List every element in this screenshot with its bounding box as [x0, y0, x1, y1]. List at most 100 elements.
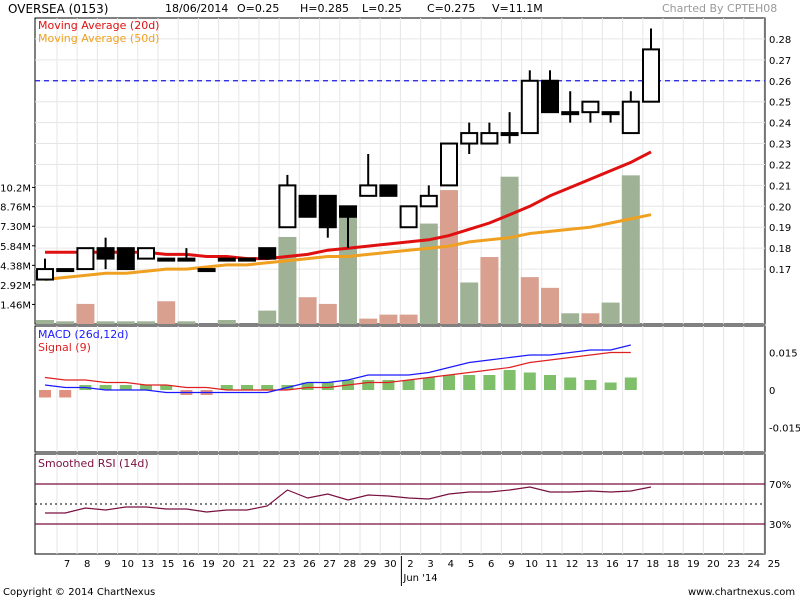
volume-bar [480, 257, 499, 324]
macd-histogram-bar [301, 382, 314, 390]
volume-bar [339, 216, 357, 324]
candle-body [157, 257, 176, 262]
volume-bar [177, 321, 196, 324]
candle-body [379, 184, 398, 197]
candle-body [500, 132, 519, 137]
candle-body [76, 247, 95, 271]
candle-body [419, 194, 438, 208]
volume-bar [157, 301, 176, 324]
open-value: O=0.25 [237, 2, 280, 15]
website-label: www.chartnexus.com [688, 587, 796, 598]
candle-body [480, 132, 499, 145]
x-tick-label: 12 [566, 559, 579, 570]
volume-tick-label: 4.38M [0, 261, 31, 272]
volume-bar [561, 313, 580, 324]
close-value: C=0.275 [427, 2, 476, 15]
candle-body [581, 100, 600, 114]
macd-histogram-bar [443, 375, 455, 390]
signal-line [44, 351, 631, 391]
price-tick-label: 0.26 [769, 77, 791, 88]
macd-histogram-bar [321, 382, 334, 390]
macd-histogram-bar [544, 375, 556, 390]
macd-histogram-bar [463, 375, 476, 390]
candle-body [460, 132, 479, 145]
x-tick-label: 19 [687, 559, 700, 570]
x-tick-label: 4 [448, 559, 454, 570]
candle-body [399, 205, 418, 229]
macd-histogram-bar [220, 385, 233, 390]
volume-bar [581, 313, 600, 324]
rsi-line [45, 486, 652, 514]
price-tick-label: 0.25 [769, 98, 791, 109]
price-tick-label: 0.17 [769, 265, 791, 276]
x-tick-label: 7 [64, 559, 70, 570]
macd-histogram-bar [261, 385, 274, 390]
rsi-legend: Smoothed RSI (14d) [38, 457, 149, 470]
price-tick-label: 0.27 [769, 56, 791, 67]
candle-body [36, 268, 54, 281]
x-tick-label: 24 [747, 559, 760, 570]
x-tick-label: 16 [606, 559, 619, 570]
macd-histogram-bar [140, 385, 152, 390]
x-tick-label: 22 [263, 559, 276, 570]
rsi-level-label: 70% [769, 480, 791, 491]
month-label: Jun '14 [402, 573, 437, 584]
x-tick-label: 5 [468, 559, 474, 570]
x-tick-label: 28 [343, 559, 356, 570]
volume-tick-label: 5.84M [0, 242, 31, 253]
macd-histogram-bar [39, 390, 51, 398]
x-tick-label: 21 [242, 559, 255, 570]
candle-body [561, 111, 580, 116]
volume-bar [278, 236, 297, 324]
x-tick-label: 29 [364, 559, 377, 570]
candle-body [56, 268, 75, 273]
volume-bar [76, 303, 95, 324]
candle-body [197, 268, 216, 273]
price-tick-label: 0.21 [769, 181, 791, 192]
candle-body [601, 111, 620, 116]
signal-legend: Signal (9) [38, 341, 91, 354]
candle-body [177, 257, 196, 262]
macd-histogram-bar [483, 375, 496, 390]
x-tick-label: 20 [707, 559, 720, 570]
x-tick-label: 2 [407, 559, 413, 570]
macd-histogram-bar [604, 382, 617, 390]
macd-legend: MACD (26d,12d) [38, 328, 129, 341]
x-tick-label: 27 [323, 559, 336, 570]
volume-tick-label: 2.92M [0, 281, 31, 292]
x-tick-label: 30 [384, 559, 397, 570]
x-tick-label: 10 [121, 559, 134, 570]
x-tick-label: 3 [427, 559, 433, 570]
x-tick-label: 23 [727, 559, 740, 570]
charted-by-label: Charted By CPTEH08 [662, 2, 778, 15]
price-tick-label: 0.24 [769, 119, 791, 130]
ma50-line [44, 213, 652, 281]
volume-bar [440, 190, 458, 324]
volume-bar [298, 297, 317, 324]
x-tick-label: 19 [202, 559, 215, 570]
macd-histogram-bar [362, 380, 375, 390]
volume-value: V=11.1M [492, 2, 543, 15]
macd-histogram-bar [624, 377, 637, 390]
x-tick-label: 13 [586, 559, 599, 570]
x-tick-label: 9 [104, 559, 110, 570]
ma50-legend: Moving Average (50d) [38, 32, 160, 45]
x-tick-label: 26 [303, 559, 316, 570]
macd-histogram-bar [241, 385, 253, 390]
volume-bar [96, 321, 115, 324]
macd-histogram-bar [119, 385, 132, 390]
volume-bar [399, 314, 418, 324]
volume-tick-label: 10.2M [0, 183, 31, 194]
macd-histogram-bar [503, 370, 516, 390]
candle-body [96, 247, 115, 260]
candle-body [642, 48, 660, 103]
x-tick-label: 10 [525, 559, 538, 570]
candle-body [339, 205, 357, 218]
volume-bar [36, 319, 54, 324]
macd-histogram-bar [99, 385, 112, 390]
price-tick-label: 0.28 [769, 35, 791, 46]
copyright-label: Copyright © 2014 ChartNexus [3, 587, 156, 598]
low-value: L=0.25 [362, 2, 402, 15]
candle-body [298, 194, 317, 218]
